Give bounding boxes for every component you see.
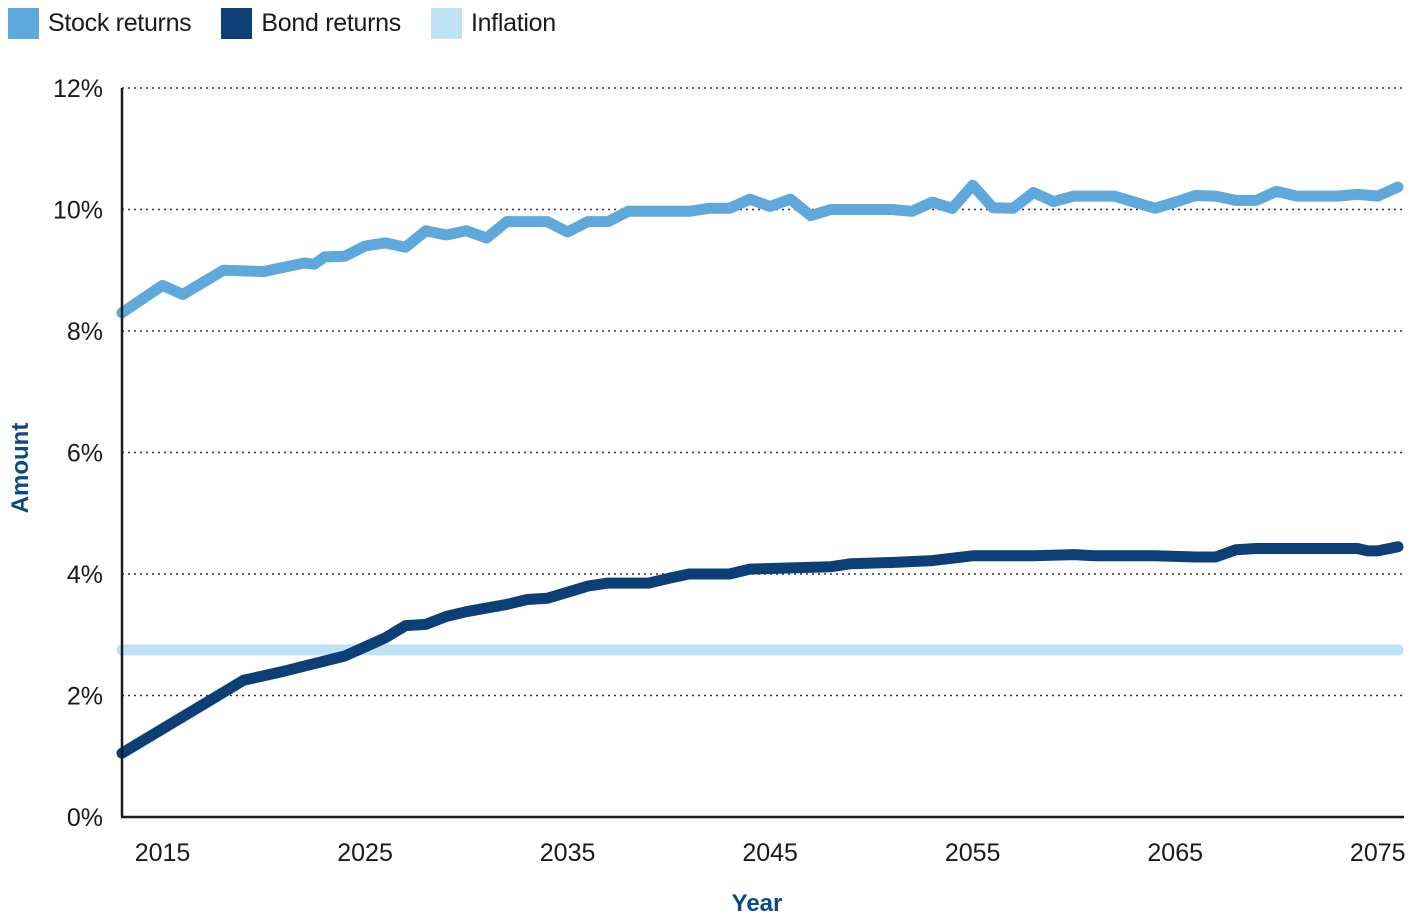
x-axis-tick-labels: 2015 2025 2035 2045 2055 2065 2075: [135, 839, 1406, 867]
axes: [120, 88, 1404, 819]
x-tick-label: 2075: [1350, 839, 1406, 867]
legend-label-bond-returns: Bond returns: [261, 9, 401, 37]
x-tick-label: 2025: [337, 839, 393, 867]
y-tick-label: 12%: [53, 75, 103, 103]
y-tick-label: 8%: [67, 318, 103, 346]
y-tick-label: 4%: [67, 561, 103, 589]
x-tick-label: 2065: [1147, 839, 1203, 867]
legend-swatch-stock-returns: [8, 8, 39, 39]
x-axis-title: Year: [732, 890, 783, 917]
x-tick-label: 2035: [540, 839, 596, 867]
y-tick-label: 0%: [67, 804, 103, 832]
chart-legend: Stock returns Bond returns Inflation: [8, 8, 586, 39]
gridlines: [122, 87, 1404, 697]
legend-swatch-inflation: [430, 8, 462, 39]
legend-item-bond-returns: Bond returns: [221, 8, 401, 39]
y-tick-label: 6%: [67, 440, 103, 468]
x-tick-label: 2015: [135, 839, 191, 867]
series-lines: [116, 179, 1404, 759]
legend-label-inflation: Inflation: [470, 9, 556, 37]
legend-item-inflation: Inflation: [430, 8, 556, 39]
y-tick-label: 2%: [67, 683, 103, 711]
legend-swatch-bond-returns: [221, 8, 253, 39]
y-tick-label: 10%: [53, 197, 103, 225]
y-axis-title: Amount: [7, 423, 34, 514]
legend-item-stock-returns: Stock returns: [8, 8, 192, 39]
series-line-stock-returns: [116, 179, 1404, 319]
series-line-bond-returns: [116, 541, 1404, 759]
y-axis-tick-labels: 0% 2% 4% 6% 8% 10% 12%: [53, 75, 103, 832]
x-tick-label: 2045: [742, 839, 798, 867]
x-tick-label: 2055: [945, 839, 1001, 867]
legend-label-stock-returns: Stock returns: [48, 9, 192, 37]
